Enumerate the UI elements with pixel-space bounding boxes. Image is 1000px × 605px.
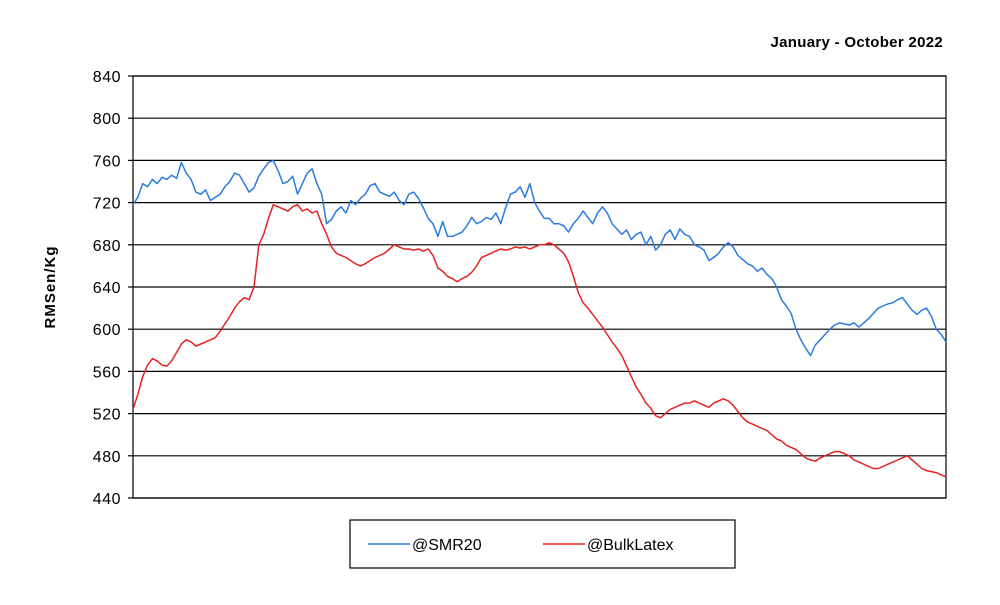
legend: @SMR20 @BulkLatex	[349, 519, 736, 569]
y-tick-label-600: 600	[93, 322, 121, 339]
legend-box	[349, 519, 736, 569]
plot-area-frame	[132, 75, 947, 499]
series-line-smr20	[132, 159, 947, 357]
y-tick-label-560: 560	[93, 364, 121, 381]
series-line-bulklatex	[132, 203, 947, 478]
chart-title: January - October 2022	[770, 34, 943, 51]
y-tick-label-480: 480	[93, 449, 121, 466]
y-tick-label-440: 440	[93, 491, 121, 508]
y-tick-label-680: 680	[93, 238, 121, 255]
y-tick-label-840: 840	[93, 69, 121, 86]
legend-label-smr20: @SMR20	[412, 537, 482, 554]
legend-label-bulklatex: @BulkLatex	[587, 537, 674, 554]
y-axis-label: RMSen/Kg	[42, 246, 59, 329]
y-axis-ticks: 440 480 520 560 600 640 680 720 760 800 840	[93, 69, 133, 508]
y-tick-label-520: 520	[93, 407, 121, 424]
y-tick-label-760: 760	[93, 153, 121, 170]
y-tick-label-640: 640	[93, 280, 121, 297]
y-tick-label-720: 720	[93, 196, 121, 213]
series-lines	[132, 159, 947, 478]
y-tick-label-800: 800	[93, 111, 121, 128]
